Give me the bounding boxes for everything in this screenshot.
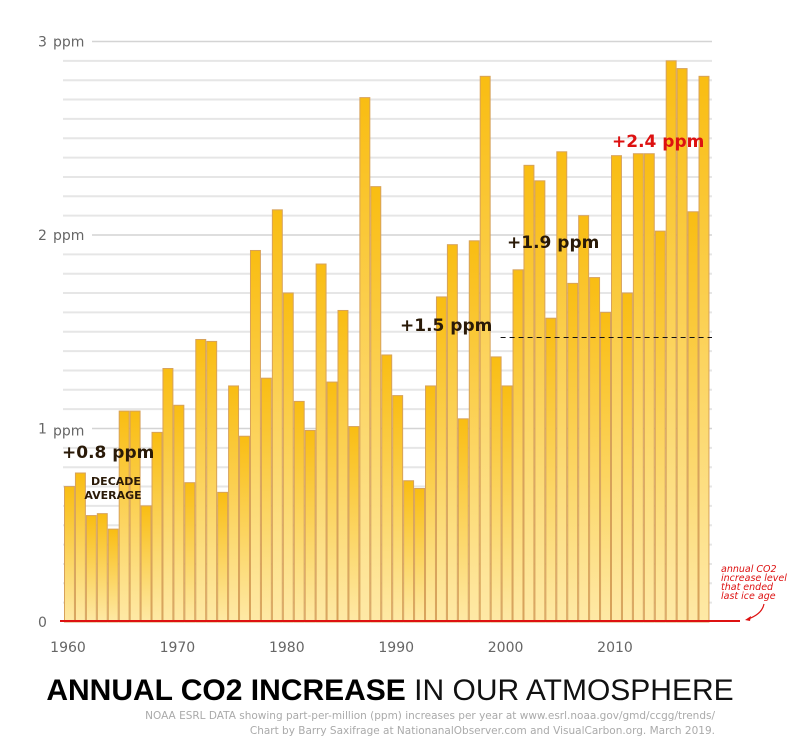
bar-2018 bbox=[698, 75, 710, 623]
bar-2004 bbox=[545, 317, 557, 623]
bar-1997 bbox=[468, 240, 480, 623]
x-tick-label: 2000 bbox=[488, 640, 524, 656]
bar-1984 bbox=[326, 381, 338, 623]
bar-1991 bbox=[403, 480, 415, 623]
annotation-line-4: last ice age bbox=[721, 591, 776, 602]
bar-2011 bbox=[621, 292, 633, 623]
bar-1993 bbox=[425, 385, 436, 623]
bar-1979 bbox=[271, 209, 283, 623]
bar-1992 bbox=[414, 487, 426, 623]
bar-2010 bbox=[611, 155, 622, 623]
bar-1976 bbox=[239, 435, 250, 623]
annotation-line-2: increase level bbox=[721, 573, 787, 584]
subtitle-line-1: NOAA ESRL DATA showing part-per-million … bbox=[145, 710, 715, 722]
bar-1962 bbox=[85, 515, 97, 623]
bar-2012 bbox=[632, 153, 644, 623]
bar-1981 bbox=[293, 400, 305, 623]
bar-1974 bbox=[217, 491, 229, 623]
decade-note-line-1: DECADE bbox=[91, 475, 141, 488]
x-tick-label: 1990 bbox=[378, 640, 414, 656]
y-tick-label: 1 bbox=[38, 422, 47, 438]
bar-1989 bbox=[381, 354, 393, 623]
bar-1985 bbox=[337, 309, 349, 623]
bar-1995 bbox=[446, 244, 458, 623]
bar-2014 bbox=[654, 230, 666, 623]
subtitle-line-2: Chart by Barry Saxifrage at NationanalOb… bbox=[250, 725, 715, 737]
chart-title-light: IN OUR ATMOSPHERE bbox=[406, 674, 734, 707]
decade-average-label-2000: +1.9 ppm bbox=[507, 233, 599, 253]
bar-1970 bbox=[173, 404, 185, 623]
bar-1990 bbox=[392, 395, 404, 623]
bar-1960 bbox=[64, 486, 75, 623]
bar-1975 bbox=[228, 385, 240, 623]
bar-1978 bbox=[260, 377, 272, 623]
x-tick-label: 1970 bbox=[160, 640, 196, 656]
y-axis-ticks: 0 1 ppm 2 ppm 3 ppm bbox=[38, 35, 84, 632]
bar-1988 bbox=[370, 186, 382, 623]
bar-2017 bbox=[687, 211, 699, 623]
bar-1963 bbox=[96, 513, 108, 623]
y-tick-unit: ppm bbox=[53, 228, 84, 244]
bar-1986 bbox=[348, 426, 360, 623]
x-tick-label: 2010 bbox=[597, 640, 633, 656]
bar-1969 bbox=[162, 368, 174, 623]
ice-age-annotation: annual CO2 increase level that ended las… bbox=[721, 564, 787, 621]
y-tick-label: 3 bbox=[38, 35, 47, 51]
x-tick-label: 1960 bbox=[50, 640, 86, 656]
bar-1998 bbox=[479, 75, 491, 623]
decade-average-label-1990: +1.5 ppm bbox=[400, 316, 492, 336]
bar-2009 bbox=[600, 311, 611, 623]
annotation-line-3: that ended bbox=[721, 582, 774, 593]
y-tick-label: 0 bbox=[38, 615, 47, 631]
decade-average-label-1960: +0.8 ppm bbox=[62, 443, 154, 463]
annotation-line-1: annual CO2 bbox=[721, 564, 777, 575]
bar-2000 bbox=[501, 385, 513, 623]
bar-1982 bbox=[304, 429, 316, 623]
bar-2005 bbox=[556, 151, 568, 623]
bar-1977 bbox=[249, 249, 261, 623]
decade-average-label-2010: +2.4 ppm bbox=[612, 132, 704, 152]
bar-2001 bbox=[512, 269, 524, 623]
decade-note-line-2: AVERAGE bbox=[84, 489, 141, 502]
y-tick-label: 2 bbox=[38, 228, 47, 244]
bar-2013 bbox=[643, 153, 655, 623]
bar-1999 bbox=[490, 356, 502, 623]
y-tick-unit: ppm bbox=[53, 35, 84, 51]
bar-2006 bbox=[567, 282, 579, 623]
bar-1964 bbox=[107, 528, 119, 623]
y-tick-unit: ppm bbox=[53, 424, 84, 440]
bars bbox=[64, 60, 710, 623]
bar-1996 bbox=[457, 418, 469, 623]
bar-1983 bbox=[315, 263, 327, 623]
bar-1987 bbox=[359, 97, 371, 623]
chart-title-bold: ANNUAL CO2 INCREASE bbox=[46, 674, 406, 707]
bar-1971 bbox=[184, 482, 196, 623]
chart-title: ANNUAL CO2 INCREASE IN OUR ATMOSPHERE bbox=[46, 674, 733, 707]
bar-1973 bbox=[206, 340, 218, 623]
bar-2008 bbox=[589, 277, 601, 623]
bar-1980 bbox=[282, 292, 294, 623]
bar-1967 bbox=[140, 505, 152, 623]
annotation-arrowhead-icon bbox=[745, 616, 751, 621]
bar-1994 bbox=[435, 296, 447, 623]
bar-2007 bbox=[578, 215, 590, 623]
x-axis-ticks: 1960 1970 1980 1990 2000 2010 bbox=[50, 640, 633, 656]
x-tick-label: 1980 bbox=[269, 640, 305, 656]
bar-1972 bbox=[195, 338, 207, 623]
decade-averages: +0.8 ppm +1.5 ppm +1.9 ppm +2.4 ppm bbox=[60, 132, 720, 470]
